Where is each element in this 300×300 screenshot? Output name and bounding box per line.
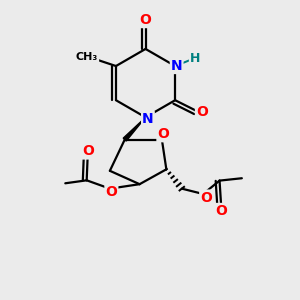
Text: O: O (82, 145, 94, 158)
Text: O: O (105, 185, 117, 199)
Text: O: O (140, 13, 152, 27)
Text: O: O (196, 105, 208, 119)
Text: O: O (200, 190, 212, 205)
Text: N: N (171, 59, 182, 73)
Text: H: H (190, 52, 200, 65)
Text: O: O (216, 204, 228, 218)
Text: N: N (142, 112, 154, 126)
Text: CH₃: CH₃ (76, 52, 98, 62)
Polygon shape (123, 117, 146, 141)
Text: O: O (158, 127, 169, 141)
